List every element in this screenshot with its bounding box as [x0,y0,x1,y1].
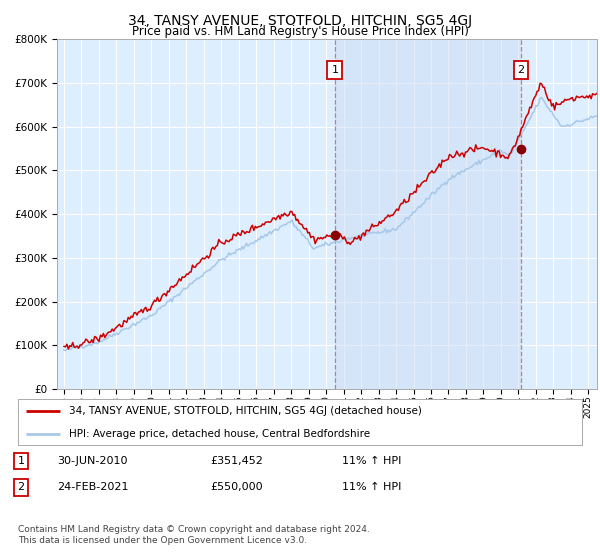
Text: 34, TANSY AVENUE, STOTFOLD, HITCHIN, SG5 4GJ (detached house): 34, TANSY AVENUE, STOTFOLD, HITCHIN, SG5… [69,406,422,416]
Text: £550,000: £550,000 [210,482,263,492]
Text: 2: 2 [17,482,25,492]
Text: Contains HM Land Registry data © Crown copyright and database right 2024.
This d: Contains HM Land Registry data © Crown c… [18,525,370,545]
Text: 1: 1 [17,456,25,466]
Text: £351,452: £351,452 [210,456,263,466]
Bar [335,39,521,389]
Text: 11% ↑ HPI: 11% ↑ HPI [342,456,401,466]
Text: HPI: Average price, detached house, Central Bedfordshire: HPI: Average price, detached house, Cent… [69,429,370,438]
Text: 30-JUN-2010: 30-JUN-2010 [57,456,128,466]
Text: 11% ↑ HPI: 11% ↑ HPI [342,482,401,492]
Text: 34, TANSY AVENUE, STOTFOLD, HITCHIN, SG5 4GJ: 34, TANSY AVENUE, STOTFOLD, HITCHIN, SG5… [128,14,472,28]
Text: 2: 2 [517,65,524,75]
Text: 1: 1 [331,65,338,75]
Text: Price paid vs. HM Land Registry's House Price Index (HPI): Price paid vs. HM Land Registry's House … [131,25,469,38]
Text: 24-FEB-2021: 24-FEB-2021 [57,482,128,492]
